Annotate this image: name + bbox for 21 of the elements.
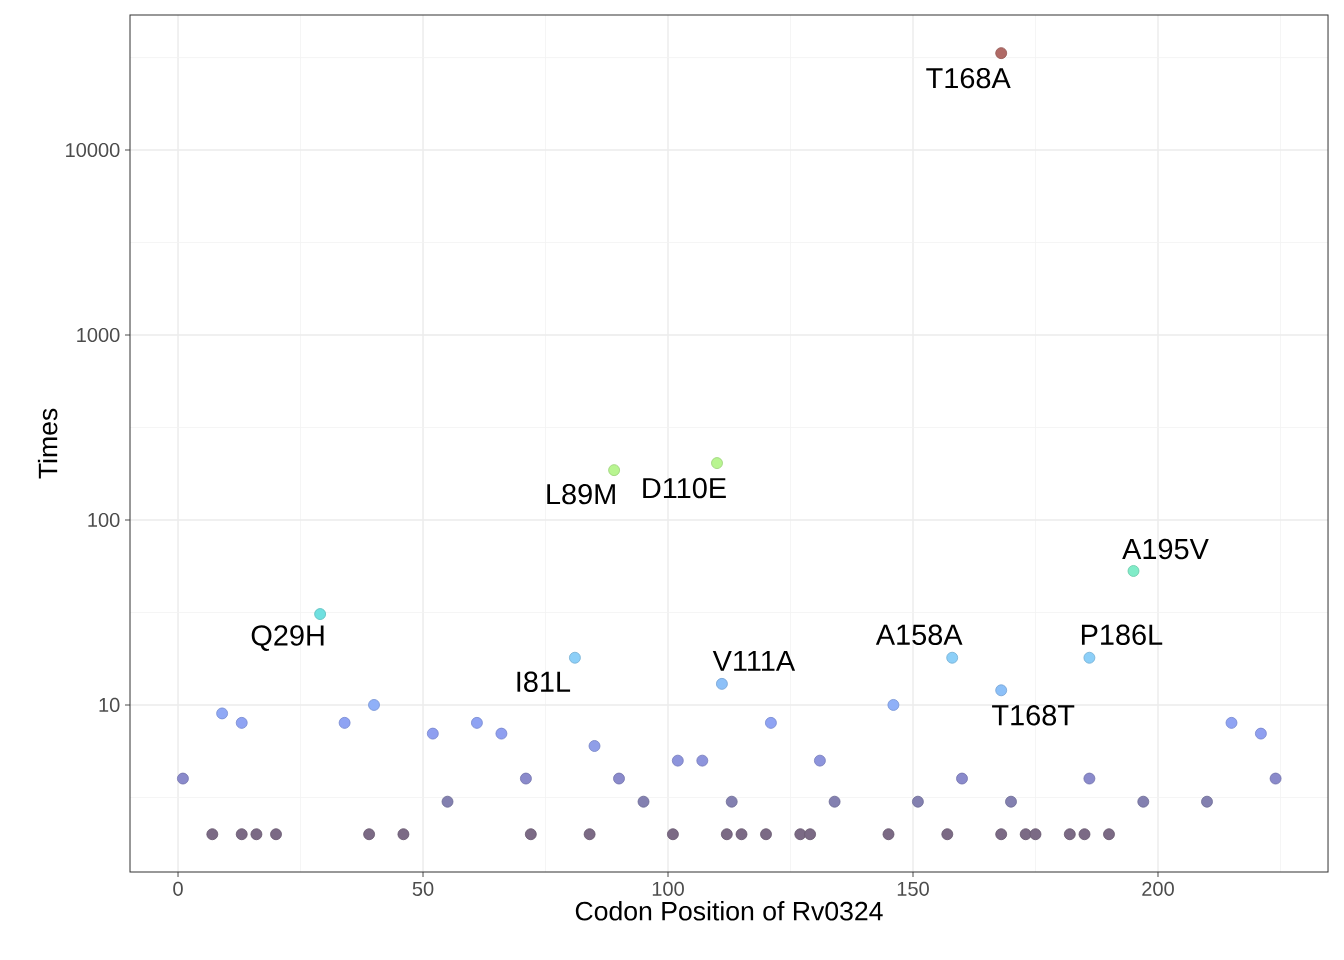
annotation: Q29H <box>251 625 324 651</box>
annotation: A195V <box>1122 538 1209 560</box>
y-tick-label: 1000 <box>77 327 120 343</box>
x-axis-title: Codon Position of Rv0324 <box>575 901 883 921</box>
y-axis-title: Times <box>37 408 58 479</box>
x-tick-label: 100 <box>652 881 684 896</box>
annotation: D110E <box>643 477 726 499</box>
annotation: P186L <box>1081 624 1163 645</box>
y-tick-label: 100 <box>88 512 120 528</box>
x-tick-label: 200 <box>1142 881 1174 896</box>
x-tick-label: 150 <box>897 881 929 896</box>
annotation: T168A <box>926 67 1011 89</box>
annotation: I81L <box>517 671 571 692</box>
x-tick-label: 50 <box>412 881 434 896</box>
annotation: V111A <box>712 650 796 671</box>
x-tick-label: 0 <box>173 881 183 896</box>
annotation: A158A <box>875 624 963 645</box>
annotation: L89M <box>547 483 615 505</box>
y-tick-label: 10000 <box>66 142 120 158</box>
annotation: T168T <box>992 705 1075 726</box>
y-tick-label: 10 <box>99 697 120 713</box>
